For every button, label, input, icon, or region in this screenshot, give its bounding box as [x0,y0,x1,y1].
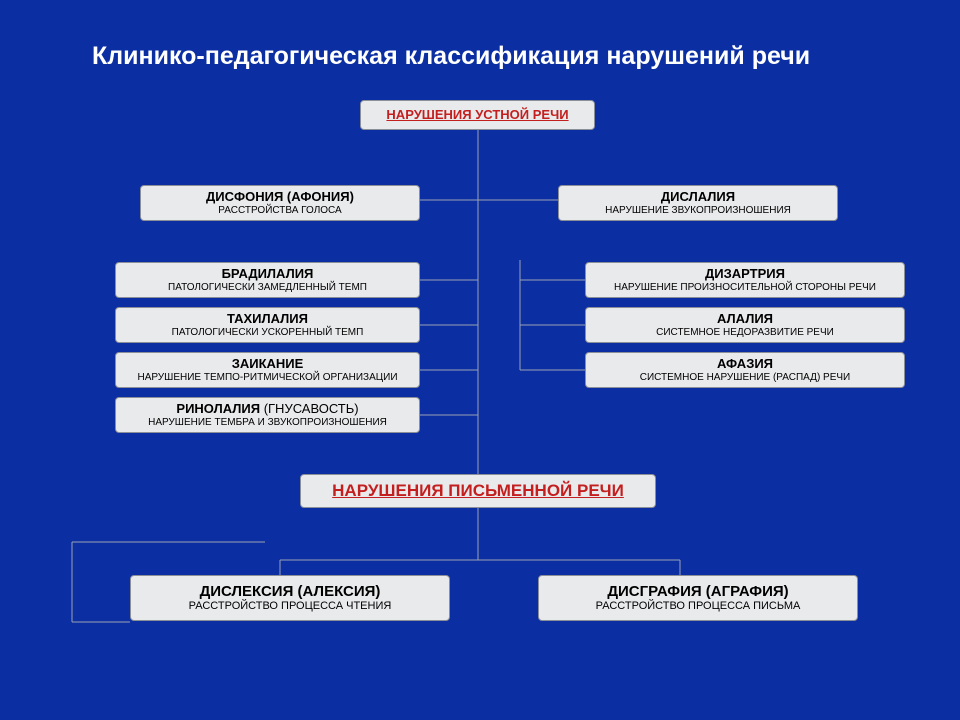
page-title: Клинико-педагогическая классификация нар… [92,42,810,71]
node-alalia: АЛАЛИЯСИСТЕМНОЕ НЕДОРАЗВИТИЕ РЕЧИ [585,307,905,343]
node-title: ЗАИКАНИЕ [232,357,304,372]
node-subtitle: РАССТРОЙСТВО ПРОЦЕССА ПИСЬМА [596,600,801,613]
node-tachylalia: ТАХИЛАЛИЯПАТОЛОГИЧЕСКИ УСКОРЕННЫЙ ТЕМП [115,307,420,343]
node-dysgraphia: ДИСГРАФИЯ (АГРАФИЯ)РАССТРОЙСТВО ПРОЦЕССА… [538,575,858,621]
node-rhinolalia: РИНОЛАЛИЯ (ГНУСАВОСТЬ)НАРУШЕНИЕ ТЕМБРА И… [115,397,420,433]
node-title: ДИСЛЕКСИЯ (АЛЕКСИЯ) [200,583,381,600]
node-oral-header: НАРУШЕНИЯ УСТНОЙ РЕЧИ [360,100,595,130]
node-title: ДИСФОНИЯ (АФОНИЯ) [206,190,354,205]
node-title: ТАХИЛАЛИЯ [227,312,308,327]
node-subtitle: РАССТРОЙСТВО ПРОЦЕССА ЧТЕНИЯ [189,600,392,613]
node-title: РИНОЛАЛИЯ (ГНУСАВОСТЬ) [176,402,358,417]
node-title: НАРУШЕНИЯ ПИСЬМЕННОЙ РЕЧИ [332,481,624,501]
node-dyslexia: ДИСЛЕКСИЯ (АЛЕКСИЯ)РАССТРОЙСТВО ПРОЦЕССА… [130,575,450,621]
node-subtitle: РАССТРОЙСТВА ГОЛОСА [218,205,341,217]
diagram-canvas: Клинико-педагогическая классификация нар… [0,0,960,720]
node-dysphonia: ДИСФОНИЯ (АФОНИЯ)РАССТРОЙСТВА ГОЛОСА [140,185,420,221]
node-subtitle: НАРУШЕНИЕ ТЕМПО-РИТМИЧЕСКОЙ ОРГАНИЗАЦИИ [137,372,397,384]
node-subtitle: НАРУШЕНИЕ ПРОИЗНОСИТЕЛЬНОЙ СТОРОНЫ РЕЧИ [614,282,876,294]
node-title: ДИСГРАФИЯ (АГРАФИЯ) [607,583,788,600]
node-subtitle: НАРУШЕНИЕ ТЕМБРА И ЗВУКОПРОИЗНОШЕНИЯ [148,417,387,429]
node-dysarthria: ДИЗАРТРИЯНАРУШЕНИЕ ПРОИЗНОСИТЕЛЬНОЙ СТОР… [585,262,905,298]
node-title: АЛАЛИЯ [717,312,773,327]
node-title: ДИЗАРТРИЯ [705,267,785,282]
node-subtitle: ПАТОЛОГИЧЕСКИ ЗАМЕДЛЕННЫЙ ТЕМП [168,282,367,294]
node-stuttering: ЗАИКАНИЕНАРУШЕНИЕ ТЕМПО-РИТМИЧЕСКОЙ ОРГА… [115,352,420,388]
node-bradylalia: БРАДИЛАЛИЯПАТОЛОГИЧЕСКИ ЗАМЕДЛЕННЫЙ ТЕМП [115,262,420,298]
node-subtitle: СИСТЕМНОЕ НАРУШЕНИЕ (РАСПАД) РЕЧИ [640,372,851,384]
node-title: АФАЗИЯ [717,357,773,372]
node-written-header: НАРУШЕНИЯ ПИСЬМЕННОЙ РЕЧИ [300,474,656,508]
node-aphasia: АФАЗИЯСИСТЕМНОЕ НАРУШЕНИЕ (РАСПАД) РЕЧИ [585,352,905,388]
node-title: ДИСЛАЛИЯ [661,190,735,205]
node-subtitle: ПАТОЛОГИЧЕСКИ УСКОРЕННЫЙ ТЕМП [172,327,364,339]
node-title: БРАДИЛАЛИЯ [222,267,314,282]
node-subtitle: СИСТЕМНОЕ НЕДОРАЗВИТИЕ РЕЧИ [656,327,834,339]
node-subtitle: НАРУШЕНИЕ ЗВУКОПРОИЗНОШЕНИЯ [605,205,791,217]
node-title: НАРУШЕНИЯ УСТНОЙ РЕЧИ [386,108,568,123]
node-dyslalia: ДИСЛАЛИЯНАРУШЕНИЕ ЗВУКОПРОИЗНОШЕНИЯ [558,185,838,221]
